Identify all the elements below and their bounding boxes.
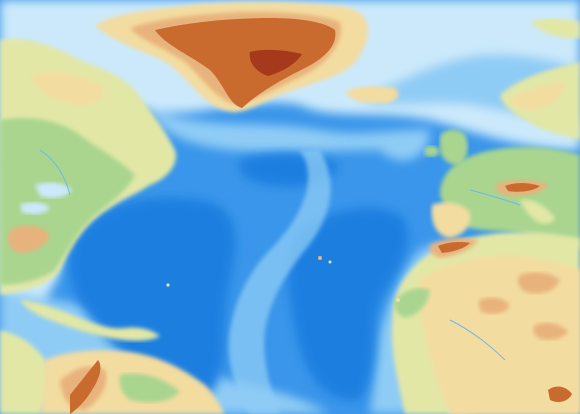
greenland [95,1,369,113]
deep-basins [69,153,409,401]
british-isles [424,129,468,166]
arctic-islands [530,18,580,39]
rivers [39,149,521,361]
caribbean-and-south-america [0,300,225,414]
north-america [0,38,176,296]
iceland [345,85,399,104]
europe [431,147,580,250]
atlantic-islands [166,256,400,302]
scandinavia [500,62,580,140]
mid-atlantic-ridge [228,150,331,414]
africa [392,232,580,414]
